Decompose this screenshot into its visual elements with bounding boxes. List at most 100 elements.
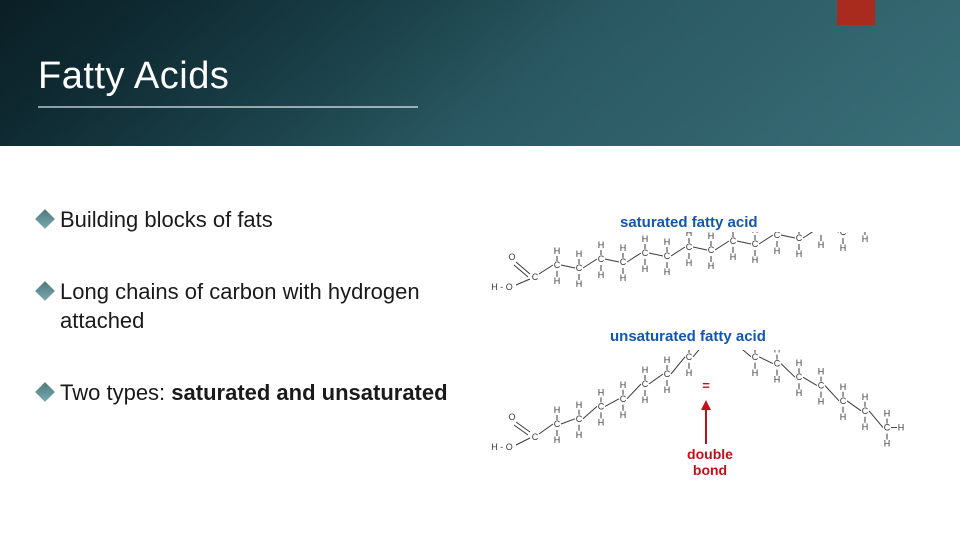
svg-text:H: H	[664, 267, 671, 277]
unsaturated-label: unsaturated fatty acid	[610, 328, 766, 345]
svg-text:H: H	[840, 412, 847, 422]
svg-text:H: H	[576, 249, 583, 259]
svg-text:H: H	[642, 234, 649, 244]
svg-text:H: H	[708, 261, 715, 271]
svg-text:H: H	[862, 422, 869, 432]
slide-title: Fatty Acids	[38, 55, 229, 98]
diamond-bullet-icon	[38, 385, 52, 399]
svg-text:C: C	[532, 432, 539, 442]
svg-text:H: H	[730, 252, 737, 262]
saturated-molecule: O H - O C CHHCHHCHHCHHCHHCHHCHHCHHCHHCHH…	[490, 232, 930, 322]
svg-text:H: H	[664, 355, 671, 365]
unsaturated-molecule: O H - O C CHHCHHCHHCHHCHHCHHCHHCHCHCHHCH…	[490, 350, 930, 510]
slide-header: Fatty Acids	[0, 0, 960, 146]
svg-text:O: O	[508, 252, 515, 262]
svg-text:H: H	[664, 237, 671, 247]
bullet-bold: saturated and unsaturated	[171, 380, 447, 405]
svg-text:H: H	[554, 435, 561, 445]
svg-text:H: H	[554, 276, 561, 286]
svg-text:H: H	[554, 405, 561, 415]
svg-text:C: C	[796, 372, 803, 382]
svg-text:C: C	[862, 406, 869, 416]
bullet-text: Long chains of carbon with hydrogen atta…	[60, 277, 458, 336]
list-item: Long chains of carbon with hydrogen atta…	[38, 277, 458, 336]
bullet-prefix: Two	[60, 380, 100, 405]
svg-text:H: H	[642, 395, 649, 405]
fatty-acid-diagram: saturated fatty acid unsaturated fatty a…	[490, 190, 930, 510]
svg-text:C: C	[818, 381, 825, 391]
svg-text:H: H	[576, 279, 583, 289]
svg-text:C: C	[598, 254, 605, 264]
svg-text:H: H	[642, 264, 649, 274]
svg-text:H: H	[620, 410, 627, 420]
svg-text:H: H	[898, 423, 905, 433]
svg-text:H: H	[884, 409, 891, 419]
svg-text:C: C	[664, 369, 671, 379]
diamond-bullet-icon	[38, 284, 52, 298]
svg-text:C: C	[620, 257, 627, 267]
svg-text:H: H	[708, 232, 715, 241]
svg-text:H: H	[598, 270, 605, 280]
svg-text:C: C	[598, 401, 605, 411]
svg-text:H: H	[818, 240, 825, 250]
svg-text:H: H	[642, 365, 649, 375]
svg-text:C: C	[554, 419, 561, 429]
svg-text:C: C	[686, 352, 693, 362]
svg-text:H: H	[752, 232, 759, 235]
svg-text:C: C	[532, 272, 539, 282]
title-underline	[38, 106, 418, 108]
svg-text:H: H	[598, 240, 605, 250]
svg-text:H: H	[774, 375, 781, 385]
arrow-icon	[701, 400, 711, 410]
svg-text:H: H	[840, 243, 847, 253]
svg-text:H: H	[796, 249, 803, 259]
bullet-text: Building blocks of fats	[60, 205, 273, 235]
svg-text:H: H	[862, 392, 869, 402]
svg-text:C: C	[840, 232, 847, 237]
bullet-rest: blocks of fats	[138, 207, 273, 232]
list-item: Two types: saturated and unsaturated	[38, 378, 458, 408]
svg-text:C: C	[730, 236, 737, 246]
svg-text:C: C	[818, 232, 825, 234]
svg-text:H: H	[598, 387, 605, 397]
svg-text:C: C	[664, 251, 671, 261]
svg-text:H: H	[774, 246, 781, 256]
svg-text:H: H	[664, 385, 671, 395]
svg-text:C: C	[752, 352, 759, 362]
svg-text:C: C	[620, 394, 627, 404]
svg-text:C: C	[708, 245, 715, 255]
double-bond-label: double bond	[682, 446, 738, 478]
svg-text:H: H	[818, 397, 825, 407]
svg-text:H - O: H - O	[491, 282, 513, 292]
bullet-text: Two types: saturated and unsaturated	[60, 378, 448, 408]
svg-text:H: H	[796, 388, 803, 398]
svg-text:H: H	[686, 232, 693, 238]
svg-text:O: O	[508, 412, 515, 422]
svg-text:C: C	[774, 232, 781, 240]
svg-text:C: C	[752, 239, 759, 249]
accent-bar	[837, 0, 875, 25]
svg-text:H: H	[862, 234, 869, 244]
bullet-prefix: Long	[60, 279, 109, 304]
svg-text:H: H	[686, 368, 693, 378]
list-item: Building blocks of fats	[38, 205, 458, 235]
svg-text:H: H	[576, 430, 583, 440]
svg-text:C: C	[686, 242, 693, 252]
svg-text:C: C	[774, 359, 781, 369]
arrow-stem	[705, 410, 707, 444]
svg-text:H: H	[752, 368, 759, 378]
svg-text:H: H	[620, 273, 627, 283]
bullet-prefix: Building	[60, 207, 138, 232]
svg-text:H: H	[620, 243, 627, 253]
svg-text:H: H	[840, 382, 847, 392]
svg-text:C: C	[576, 414, 583, 424]
svg-text:H: H	[818, 367, 825, 377]
svg-text:H: H	[598, 417, 605, 427]
diamond-bullet-icon	[38, 212, 52, 226]
bullet-list: Building blocks of fats Long chains of c…	[38, 205, 458, 450]
svg-text:C: C	[576, 263, 583, 273]
bullet-rest: types:	[100, 380, 171, 405]
svg-text:C: C	[642, 248, 649, 258]
svg-text:H: H	[554, 246, 561, 256]
svg-text:C: C	[796, 233, 803, 243]
